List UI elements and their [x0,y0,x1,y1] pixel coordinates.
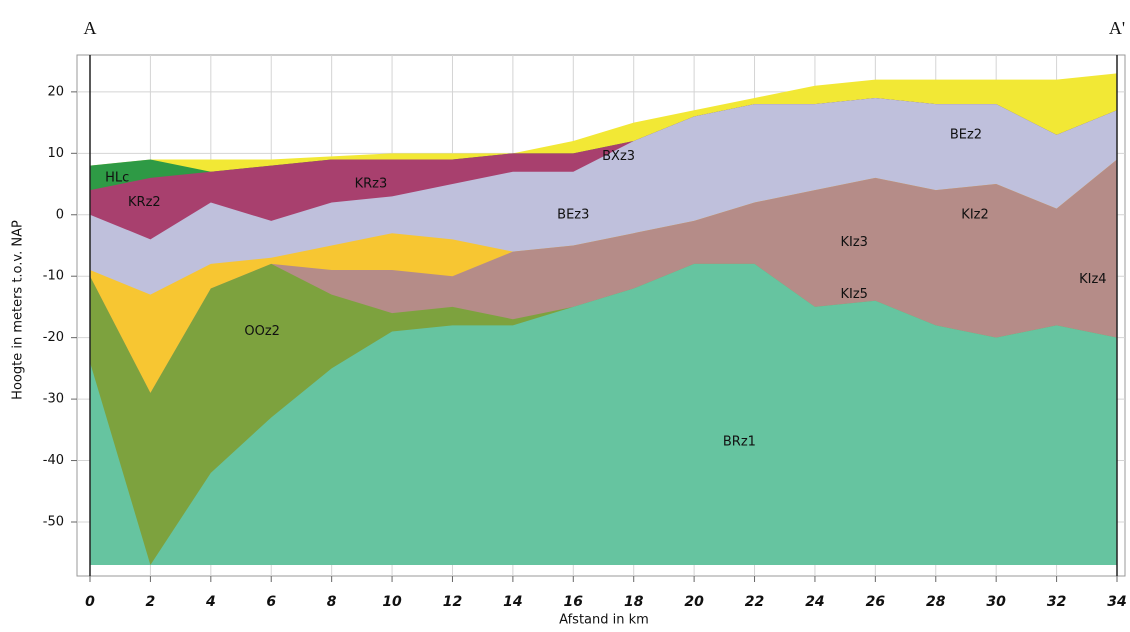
x-tick-label: 26 [866,594,886,610]
layer-label: KRz3 [355,177,388,192]
layer-label: BRz1 [723,435,756,450]
x-tick-label: 6 [266,594,276,610]
x-tick-label: 20 [684,594,704,610]
x-tick-label: 30 [986,594,1006,610]
y-tick-label: -40 [43,453,64,468]
y-tick-label: 10 [47,146,64,161]
layer-label: BEz3 [557,207,589,222]
y-tick-label: 20 [47,84,64,99]
layer-label: KIz2 [961,207,988,222]
x-tick-label: 8 [327,594,337,610]
x-tick-label: 16 [564,594,584,610]
layer-label: HLc [105,170,129,185]
layer-label: KRz2 [128,195,161,210]
layer-label: BEz2 [950,127,982,142]
y-tick-label: -10 [43,269,64,284]
layer-label: OOz2 [244,324,280,339]
x-tick-label: 28 [926,594,946,610]
y-tick-label: -20 [43,330,64,345]
layer-label: KIz4 [1079,272,1106,287]
y-tick-label: -30 [43,392,64,407]
layers [90,73,1117,565]
section-end: A' [1109,18,1125,38]
layer-label: KIz5 [840,287,867,302]
layer-area [90,263,1117,565]
layer-label: KIz3 [840,235,867,250]
x-tick-label: 0 [85,594,95,610]
x-tick-label: 18 [624,594,644,610]
x-axis-label: Afstand in km [559,613,649,628]
section-start: A [84,18,97,38]
x-tick-label: 4 [205,594,216,610]
x-tick-label: 12 [443,594,462,610]
y-axis-label: Hoogte in meters t.o.v. NAP [11,220,26,400]
x-tick-label: 2 [146,594,156,610]
layer-labels: BXz3 HLc KRz2 KRz3 BEz3 BEz2 KIz2 KIz3 KIz5 KIz4 O… [105,127,1106,449]
x-tick-label: 34 [1107,594,1126,610]
y-tick-label: -50 [43,514,64,529]
x-tick-label: 32 [1047,594,1066,610]
x-tick-label: 14 [503,594,522,610]
x-tick-label: 22 [745,594,764,610]
x-tick-label: 10 [382,594,402,610]
y-tick-label: 0 [56,207,64,222]
x-tick-label: 24 [805,594,824,610]
layer-label: BXz3 [602,149,635,164]
